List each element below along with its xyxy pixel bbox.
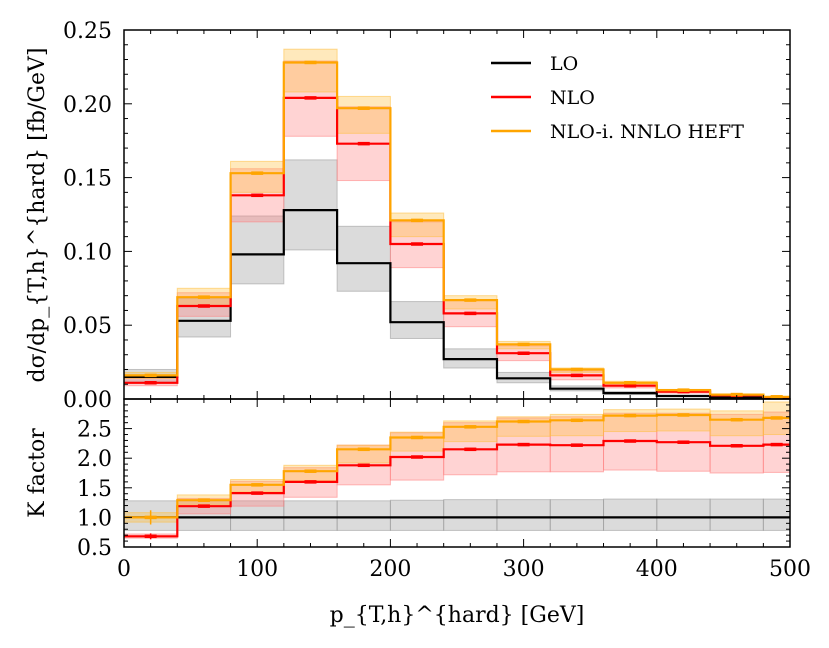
bottom_panel-lo-band-bin-9 [603, 498, 658, 531]
legend-label-1: NLO [550, 87, 595, 109]
bottom-y-tick-label: 1.5 [77, 477, 112, 502]
bottom_panel-lo-band-bin-0 [124, 500, 178, 531]
top-y-tick-label: 0.10 [63, 240, 112, 265]
bottom-y-tick-label: 1.0 [77, 506, 112, 531]
bottom_panel-nlo-i-nnlo-heft-band-bin-3 [283, 464, 338, 482]
top_panel-lo-band-bin-4 [336, 225, 391, 292]
top-y-tick-label: 0.15 [63, 167, 112, 192]
top_panel-nlo-i-nnlo-heft-band-bin-3 [283, 48, 338, 93]
x-axis-title: p_{T,h}^{hard} [GeV] [330, 603, 585, 628]
top_panel-nlo-i-nnlo-heft-band-bin-2 [230, 160, 285, 193]
legend: LO NLO NLO-i. NNLO HEFT [491, 53, 744, 143]
top_panel-lo-line [124, 209, 790, 399]
x-tick-label: 300 [503, 557, 545, 582]
bottom_panel-lo-band-bin-8 [549, 499, 605, 531]
bottom_panel-lo-band-bin-3 [283, 500, 338, 531]
bottom_panel-nlo-band-bin-11 [709, 413, 764, 474]
bottom_panel-lo-band-bin-10 [656, 498, 711, 531]
legend-label-2: NLO-i. NNLO HEFT [550, 121, 744, 143]
top_panel-nlo-i-nnlo-heft-band-bin-6 [443, 295, 498, 310]
bottom_panel-nlo-i-nnlo-heft-band-bin-9 [603, 409, 658, 433]
top-panel-frame [123, 29, 791, 400]
top-y-tick-label: 0.20 [63, 93, 112, 118]
bottom_panel-nlo-i-nnlo-heft-band-bin-8 [549, 413, 605, 437]
bottom_panel-nlo-i-nnlo-heft-band-bin-10 [656, 408, 711, 432]
top_panel-nlo-i-nnlo-heft-band-bin-5 [389, 212, 445, 238]
bottom-y-tick-label: 2.0 [77, 447, 112, 472]
bottom_panel-lo-band-bin-11 [709, 498, 764, 531]
bottom_panel-nlo-i-nnlo-heft-band-bin-6 [443, 420, 498, 443]
bottom-y-tick-label: 0.5 [77, 536, 112, 561]
bottom_panel-lo-band-bin-5 [389, 499, 445, 531]
bottom-y-tick-label: 2.5 [77, 418, 112, 443]
x-tick-label: 500 [769, 557, 811, 582]
top_panel-lo-band-bin-3 [283, 159, 338, 251]
legend-label-0: LO [550, 53, 578, 75]
top-y-tick-label: 0.25 [63, 19, 112, 44]
top_panel-nlo-i-nnlo-heft-band-bin-4 [336, 95, 391, 134]
top-y-tick-label: 0.00 [63, 388, 112, 413]
x-tick-label: 200 [369, 557, 411, 582]
bottom_panel-lo-band-bin-6 [443, 499, 498, 531]
bottom_panel-lo-band-bin-7 [496, 499, 551, 531]
x-tick-label: 100 [236, 557, 278, 582]
x-tick-label: 400 [636, 557, 678, 582]
top_panel-lo-band-bin-2 [230, 215, 285, 285]
bottom_panel-lo-band-bin-12 [762, 498, 790, 531]
bottom_panel-nlo-band-bin-12 [762, 411, 790, 473]
top-y-tick-label: 0.05 [63, 314, 112, 339]
x-tick-label: 0 [117, 557, 131, 582]
bottom_panel-lo-band-bin-4 [336, 500, 391, 531]
top_panel-lo-band-bin-5 [389, 301, 445, 339]
top_panel-nlo-i-nnlo-heft-line [124, 61, 790, 398]
bottom_panel-nlo-i-nnlo-heft-band-bin-5 [389, 431, 445, 452]
bottom_panel-nlo-i-nnlo-heft-band-bin-11 [709, 410, 764, 437]
bottom_panel-nlo-i-nnlo-heft-band-bin-7 [496, 416, 551, 437]
top-y-axis-title: dσ/dp_{T,h}^{hard} [fb/GeV] [25, 48, 50, 383]
bottom-panel-frame [123, 398, 791, 548]
bottom-y-axis-title: K factor [25, 428, 50, 518]
